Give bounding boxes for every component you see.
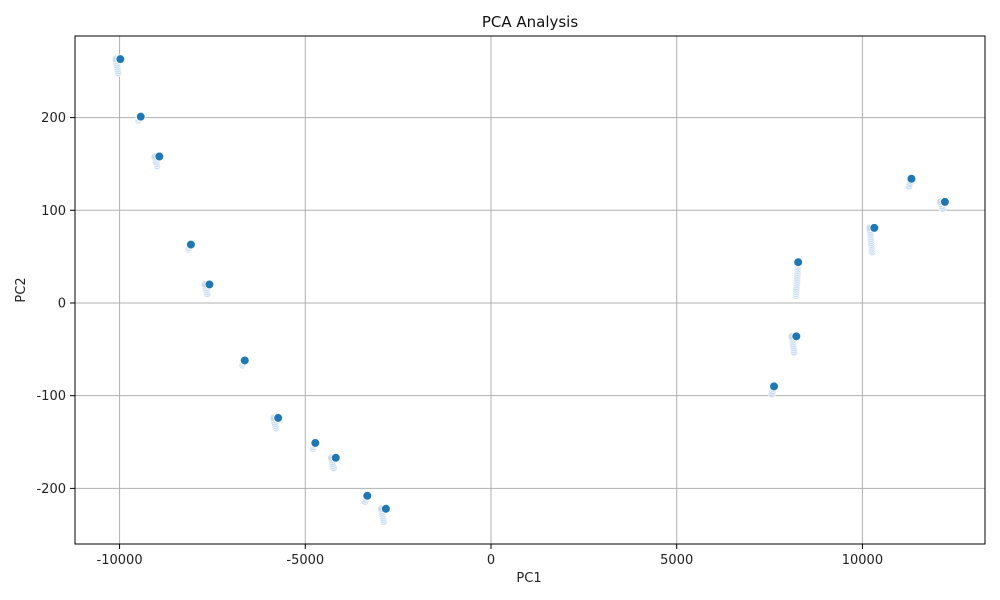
data-point	[273, 413, 283, 423]
data-point	[310, 438, 321, 448]
data-point	[204, 279, 215, 290]
data-point	[330, 452, 341, 463]
y-tick-label: -200	[36, 482, 66, 497]
x-axis-title: PC1	[516, 571, 541, 586]
y-axis-ticks: -200 -100 0 100 200	[36, 111, 75, 497]
data-point	[381, 503, 391, 514]
y-tick-label: 100	[41, 204, 66, 219]
data-point	[186, 239, 196, 250]
chart-title: PCA Analysis	[482, 13, 579, 31]
data-point	[115, 54, 126, 64]
x-axis-ticks: -10000 -5000 0 5000 10000	[97, 544, 883, 568]
data-point	[869, 223, 880, 233]
x-tick-label: 5000	[660, 553, 693, 568]
data-point	[793, 257, 803, 267]
x-tick-label: 0	[487, 553, 495, 568]
data-point	[362, 490, 373, 501]
data-point	[154, 151, 165, 162]
x-tick-label: 10000	[842, 553, 883, 568]
plot-frame	[74, 35, 986, 545]
x-tick-label: -10000	[97, 553, 143, 568]
grid	[75, 36, 985, 544]
data-point	[940, 197, 950, 207]
data-point	[239, 355, 250, 366]
data-points	[111, 54, 950, 526]
data-point	[769, 381, 779, 392]
data-point	[906, 173, 917, 184]
y-tick-label: 200	[41, 111, 66, 126]
y-tick-label: 0	[58, 296, 66, 311]
y-axis-title: PC2	[14, 277, 29, 302]
data-point	[135, 111, 146, 122]
x-tick-label: -5000	[286, 553, 324, 568]
y-tick-label: -100	[36, 389, 66, 404]
data-point	[791, 331, 802, 342]
